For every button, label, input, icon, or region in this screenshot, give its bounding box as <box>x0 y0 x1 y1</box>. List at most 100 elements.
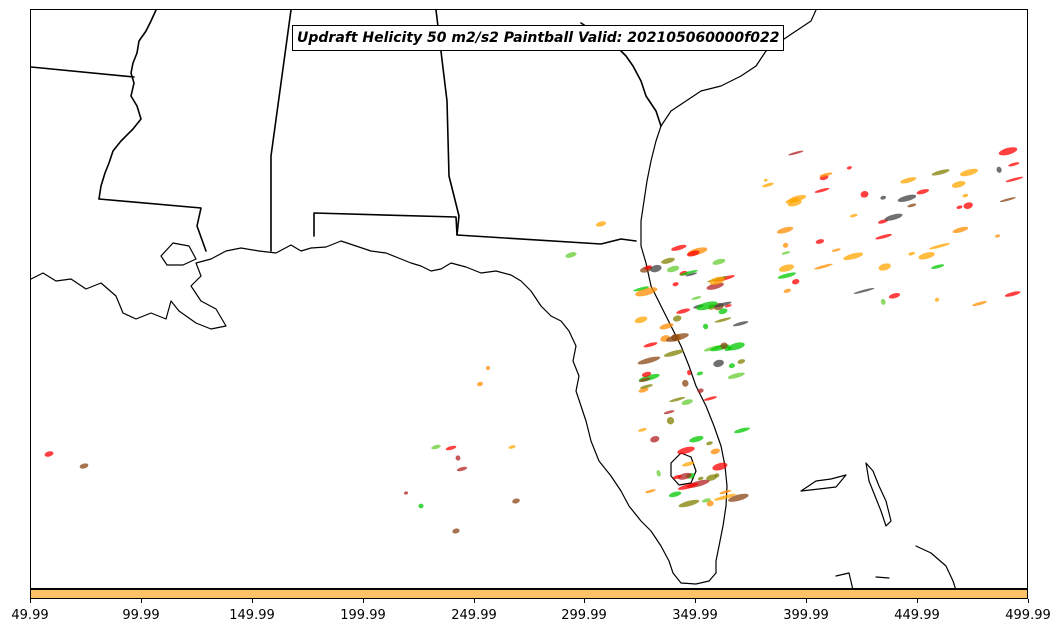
storm-paintball <box>815 239 825 244</box>
storm-paintball <box>831 248 841 252</box>
ms-al-border <box>270 10 292 252</box>
storm-paintball <box>897 194 917 202</box>
storm-paintball <box>638 387 649 393</box>
storm-paintball <box>637 356 661 365</box>
coastline-and-borders <box>31 10 956 588</box>
louisiana-coast <box>31 247 260 330</box>
storm-paintball <box>928 243 951 250</box>
storm-paintball <box>706 441 713 446</box>
storm-paintball <box>44 451 54 457</box>
colorbar-tick <box>584 599 585 603</box>
florida-atlantic-coast <box>640 125 728 574</box>
storm-paintball <box>671 244 687 251</box>
storm-paintball <box>702 323 709 330</box>
storm-paintball <box>719 489 732 495</box>
storm-paintball <box>959 168 979 177</box>
storm-paintball <box>656 470 661 477</box>
storm-paintball <box>682 461 695 467</box>
colorbar-tick <box>30 599 31 603</box>
storm-paintball <box>934 297 940 302</box>
storm-paintball <box>734 427 750 434</box>
storm-paintball <box>728 493 749 502</box>
colorbar-tick <box>363 599 364 603</box>
storm-paintball <box>403 491 409 495</box>
storm-paintball <box>880 298 886 305</box>
gulf-coast-panhandle <box>258 240 717 585</box>
storm-paintball <box>846 166 852 170</box>
storm-paintball <box>877 219 889 224</box>
storm-paintball <box>931 169 950 176</box>
storm-paintball <box>782 242 789 248</box>
storm-paintball <box>645 489 656 494</box>
storm-paintball <box>650 435 660 443</box>
storm-paintball <box>635 287 658 297</box>
storm-paintball <box>650 264 662 273</box>
storm-paintball <box>995 234 1001 238</box>
storm-paintball <box>682 379 689 387</box>
storm-paintball <box>713 359 724 368</box>
storm-paintball <box>710 448 720 455</box>
storm-paintball <box>679 269 698 276</box>
storm-paintball <box>737 359 746 364</box>
colorbar-tick <box>141 599 142 603</box>
storm-paintball <box>703 396 718 401</box>
storm-paintball <box>595 221 607 227</box>
storm-paintball <box>714 317 732 323</box>
storm-paintball <box>728 363 735 369</box>
storm-paintball <box>638 377 651 383</box>
storm-paintball <box>681 399 693 405</box>
storm-paintball <box>508 445 516 449</box>
storm-paintball <box>849 213 858 218</box>
storm-paintball <box>418 503 424 509</box>
storm-paintball <box>952 226 969 234</box>
storm-paintball <box>776 226 794 234</box>
storm-paintball <box>678 499 700 508</box>
storm-paintball <box>643 342 658 348</box>
storm-paintball <box>972 301 987 307</box>
storm-paintball <box>633 286 650 292</box>
ar-la-border <box>31 66 135 78</box>
storm-paintball <box>1008 162 1020 167</box>
storm-paintball <box>697 388 704 393</box>
storm-paintball <box>677 482 699 490</box>
storm-paintball <box>696 371 704 376</box>
storm-paintball <box>763 178 768 182</box>
storm-paintball <box>1004 291 1021 297</box>
storm-paintball <box>931 264 945 269</box>
storm-paintball <box>1005 176 1024 183</box>
la-ms-border <box>98 198 207 252</box>
storm-paintball <box>702 498 711 503</box>
storm-paintball <box>884 213 903 221</box>
storm-paintball <box>672 282 679 287</box>
storm-paintball <box>677 472 692 480</box>
storm-paintball <box>640 384 653 389</box>
storm-paintball <box>720 342 728 349</box>
storm-paintball <box>666 417 675 425</box>
storm-paintball <box>999 197 1016 203</box>
storm-paintball <box>452 528 460 534</box>
bahamas-south <box>835 572 890 588</box>
storm-paintball <box>996 166 1002 173</box>
fl-northern-border <box>313 212 637 245</box>
ms-river-border <box>98 10 157 200</box>
storm-paintball <box>900 177 917 184</box>
storm-paintball <box>781 251 791 255</box>
storm-paintball <box>860 190 869 198</box>
storm-paintball <box>668 491 682 498</box>
storm-paintball <box>888 293 901 299</box>
storm-paintball <box>689 435 704 443</box>
map-title: Updraft Helicity 50 m2/s2 Paintball Vali… <box>292 25 785 51</box>
storm-paintball <box>727 372 745 379</box>
storm-paintball <box>687 370 692 376</box>
colorbar-tick <box>917 599 918 603</box>
storm-paintball <box>696 301 718 311</box>
paintball-layer <box>44 147 1024 534</box>
bahamas-grand <box>800 474 847 492</box>
colorbar-tick-label: 449.99 <box>894 608 940 623</box>
storm-paintball <box>712 258 726 265</box>
storm-paintball <box>788 194 807 203</box>
lake-okeechobee <box>670 452 697 486</box>
storm-paintball <box>819 172 833 178</box>
storm-paintball <box>641 371 652 378</box>
storm-paintball <box>644 265 653 270</box>
